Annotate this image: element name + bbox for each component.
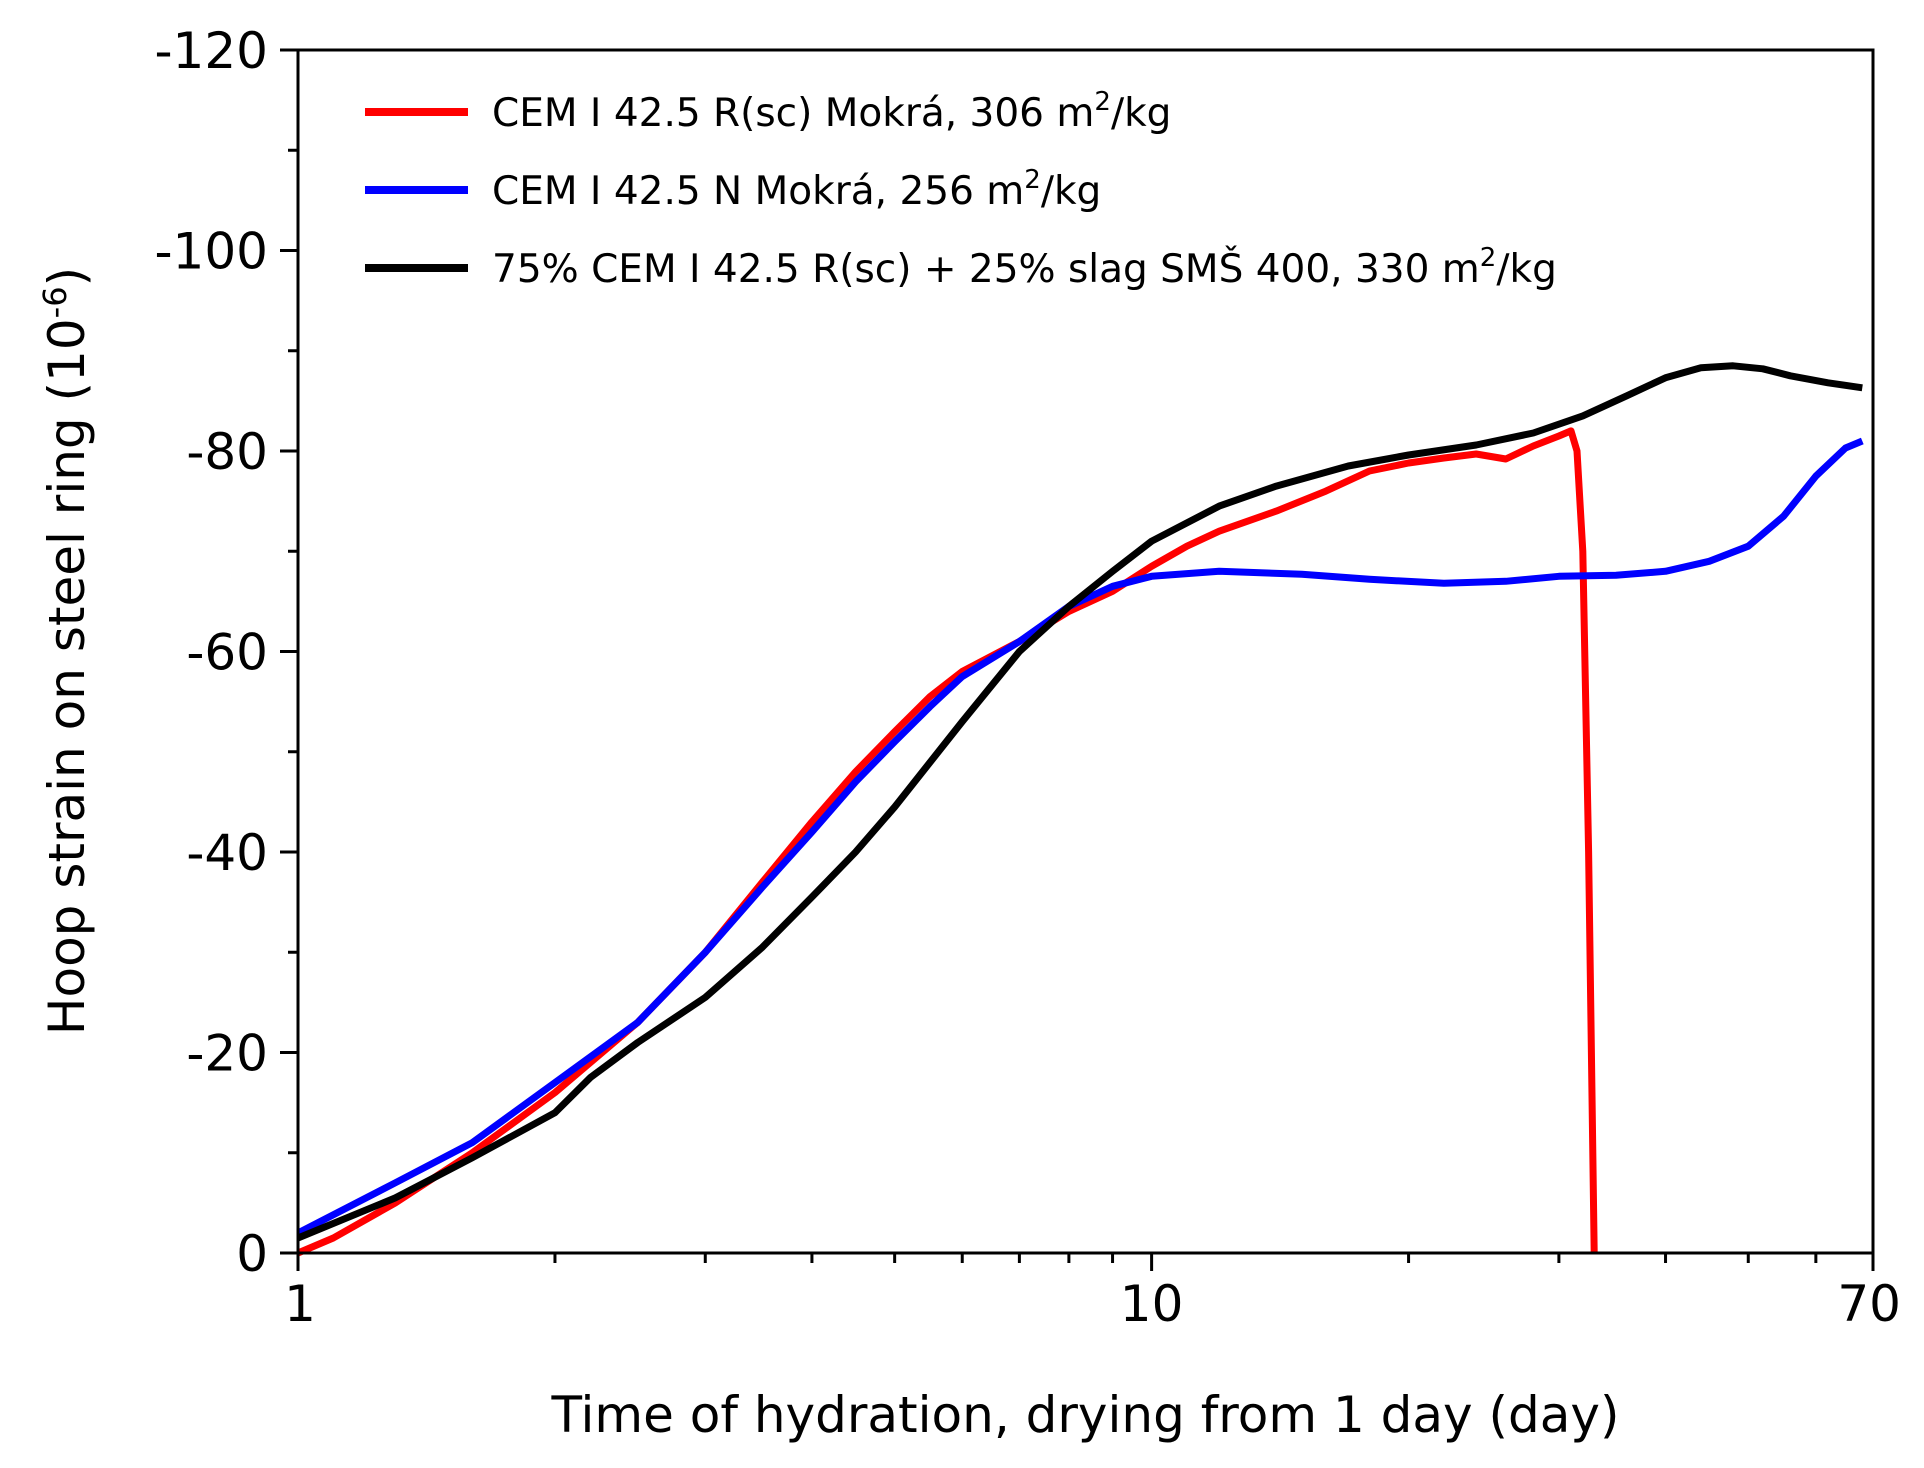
legend-label-tail: /kg (1111, 91, 1171, 136)
legend-label-superscript: 2 (1094, 87, 1111, 117)
legend-label-2: CEM I 42.5 N Mokrá, 256 m2/kg (492, 165, 1101, 214)
series-layer (296, 362, 1864, 1257)
y-tick-label: -120 (155, 22, 268, 80)
legend-label-superscript: 2 (1024, 165, 1041, 195)
legend-label-tail: /kg (1041, 169, 1101, 214)
series-line-3 (296, 362, 1863, 1242)
y-axis-title-superscript: -6 (36, 286, 74, 318)
x-axis-tick-labels: 1 10 70 (284, 1275, 1901, 1333)
legend-label-main: CEM I 42.5 R(sc) Mokrá, 306 m (492, 91, 1094, 136)
series-line-2 (296, 437, 1864, 1237)
y-axis-title-main: Hoop strain on steel ring (10 (38, 318, 96, 1035)
y-axis-title: Hoop strain on steel ring (10-6) (36, 267, 96, 1035)
y-tick-label: -40 (186, 824, 268, 882)
legend-label-main: 75% CEM I 42.5 R(sc) + 25% slag SMŠ 400,… (492, 245, 1480, 292)
legend-label-tail: /kg (1496, 247, 1556, 292)
x-tick-label: 70 (1837, 1275, 1901, 1333)
y-tick-label: 0 (236, 1225, 268, 1283)
y-axis-ticks (280, 48, 298, 1255)
x-tick-label: 1 (284, 1275, 316, 1333)
y-tick-label: -100 (155, 223, 268, 281)
y-axis-tick-labels: 0 -20 -40 -60 -80 -100 -120 (155, 22, 268, 1283)
legend-label-3: 75% CEM I 42.5 R(sc) + 25% slag SMŠ 400,… (492, 243, 1557, 292)
y-axis-title-tail: ) (38, 267, 96, 287)
y-tick-label: -20 (186, 1025, 268, 1083)
legend-label-main: CEM I 42.5 N Mokrá, 256 m (492, 169, 1024, 214)
x-axis-title: Time of hydration, drying from 1 day (da… (550, 1386, 1619, 1444)
legend-label-1: CEM I 42.5 R(sc) Mokrá, 306 m2/kg (492, 87, 1171, 136)
plot-frame (296, 48, 1875, 1255)
legend-label-superscript: 2 (1480, 243, 1497, 273)
y-tick-label: -80 (186, 423, 268, 481)
x-tick-label: 10 (1120, 1275, 1184, 1333)
x-axis-ticks (296, 1253, 1875, 1271)
y-tick-label: -60 (186, 624, 268, 682)
